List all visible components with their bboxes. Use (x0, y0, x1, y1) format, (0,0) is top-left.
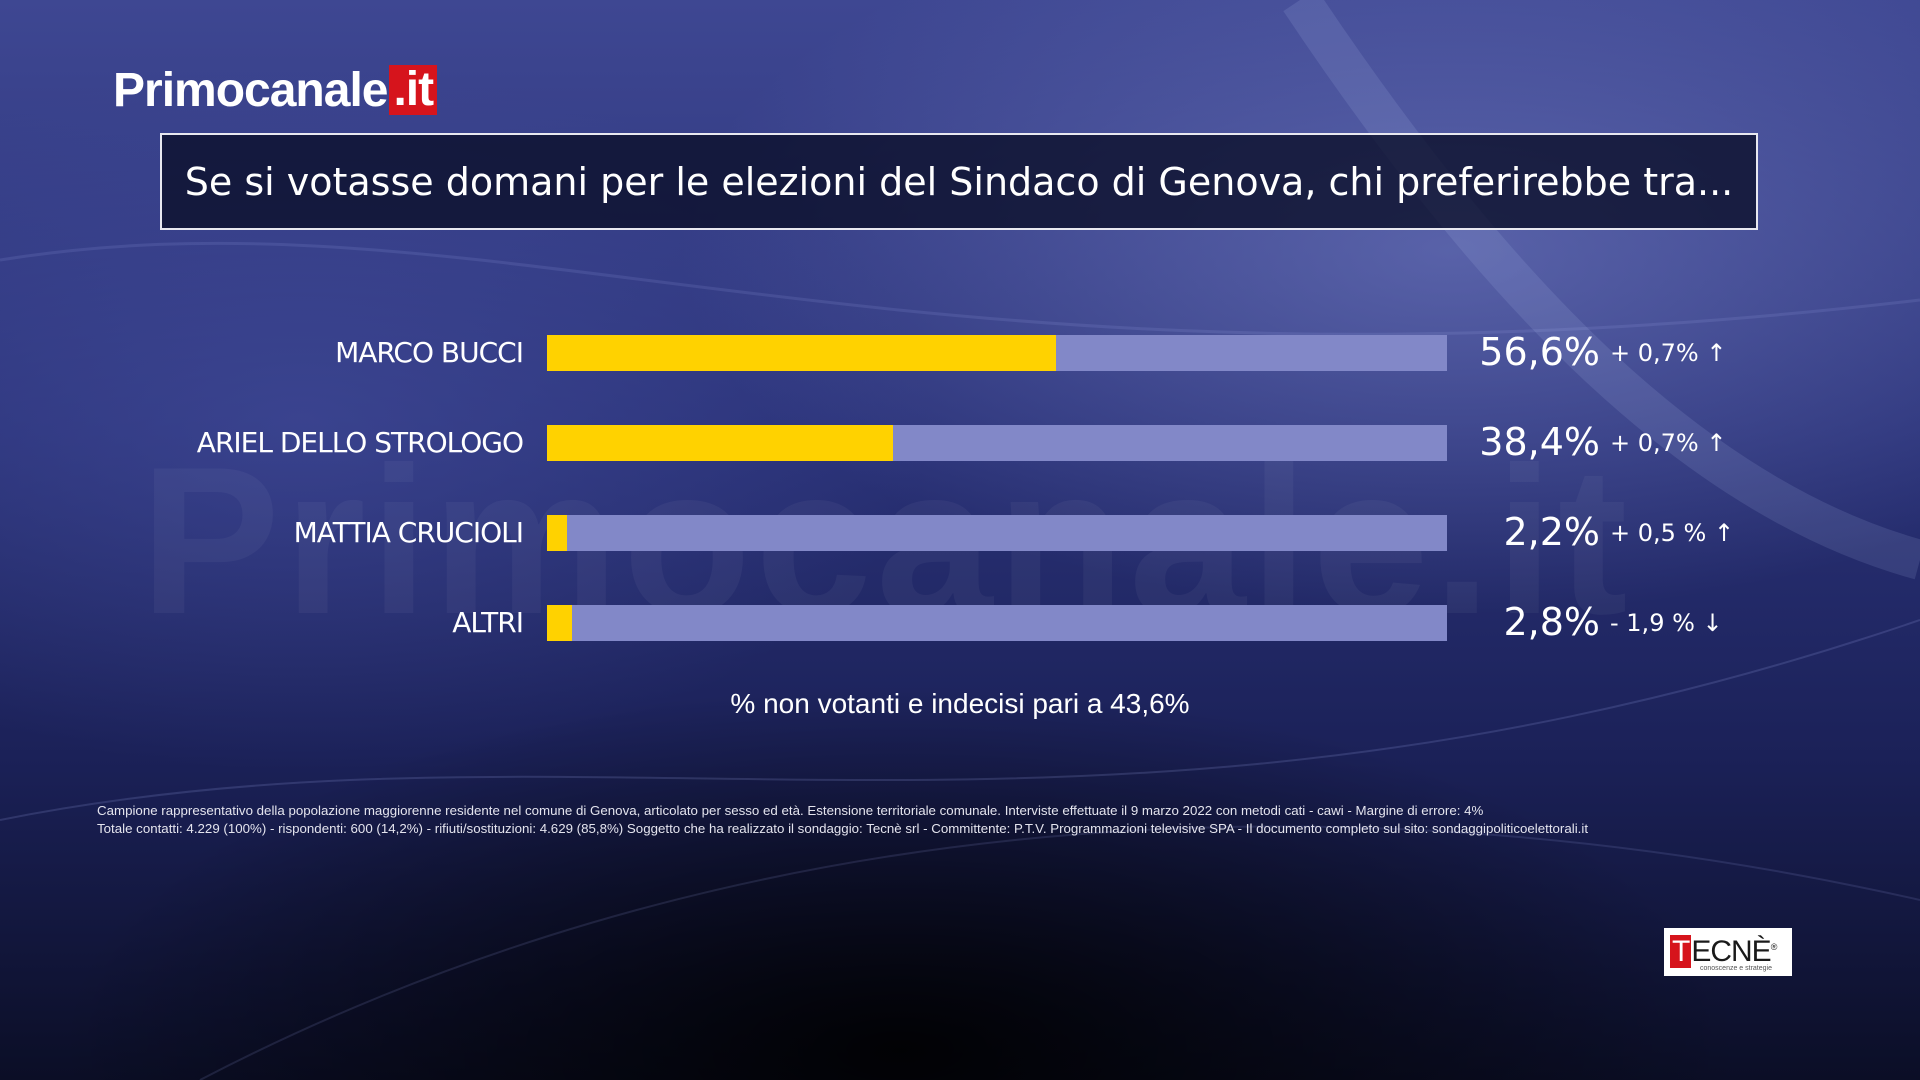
tecne-logo-reg: ® (1770, 942, 1778, 952)
logo-suffix: .it (389, 65, 438, 115)
bar (547, 605, 573, 641)
value-label: 56,6% (1479, 330, 1600, 374)
tecne-logo-first: T (1670, 935, 1692, 968)
value-label: 2,8% (1503, 600, 1600, 644)
category-label: ALTRI (452, 606, 524, 639)
delta-label: + 0,7% ↑ (1610, 429, 1727, 457)
delta-label: + 0,7% ↑ (1610, 339, 1727, 367)
undecided-note: % non votanti e indecisi pari a 43,6% (730, 688, 1190, 719)
bar (547, 335, 1057, 371)
footnote-line-2: Totale contatti: 4.229 (100%) - risponde… (97, 821, 1589, 836)
bar-row: ALTRI 2,8% - 1,9 % ↓ (0, 600, 1920, 644)
bar-track (547, 515, 1447, 551)
delta-label: - 1,9 % ↓ (1610, 609, 1723, 637)
footnote-line-1: Campione rappresentativo della popolazio… (97, 803, 1484, 818)
tecne-logo: TECNÈ® conoscenze e strategie (1664, 928, 1792, 976)
bar-row: ARIEL DELLO STROLOGO 38,4% + 0,7% ↑ (0, 420, 1920, 464)
bar-track (547, 335, 1447, 371)
question-box: Se si votasse domani per le elezioni del… (160, 133, 1758, 230)
logo-name: Primocanale (113, 63, 388, 117)
bar (547, 515, 567, 551)
tecne-logo-rest: ECNÈ (1691, 935, 1771, 968)
bar-row: MARCO BUCCI 56,6% + 0,7% ↑ (0, 330, 1920, 374)
question-text: Se si votasse domani per le elezioni del… (184, 159, 1734, 204)
value-label: 38,4% (1479, 420, 1600, 464)
bar-row: MATTIA CRUCIOLI 2,2% + 0,5 % ↑ (0, 510, 1920, 554)
delta-label: + 0,5 % ↑ (1610, 519, 1735, 547)
primocanale-logo: Primocanale .it (113, 60, 438, 120)
bar (547, 425, 893, 461)
bar-track (547, 605, 1447, 641)
category-label: MARCO BUCCI (335, 336, 524, 369)
category-label: ARIEL DELLO STROLOGO (196, 426, 524, 459)
value-label: 2,2% (1503, 510, 1600, 554)
category-label: MATTIA CRUCIOLI (293, 516, 524, 549)
tecne-tagline: conoscenze e strategie (1700, 965, 1772, 972)
bar-track (547, 425, 1447, 461)
